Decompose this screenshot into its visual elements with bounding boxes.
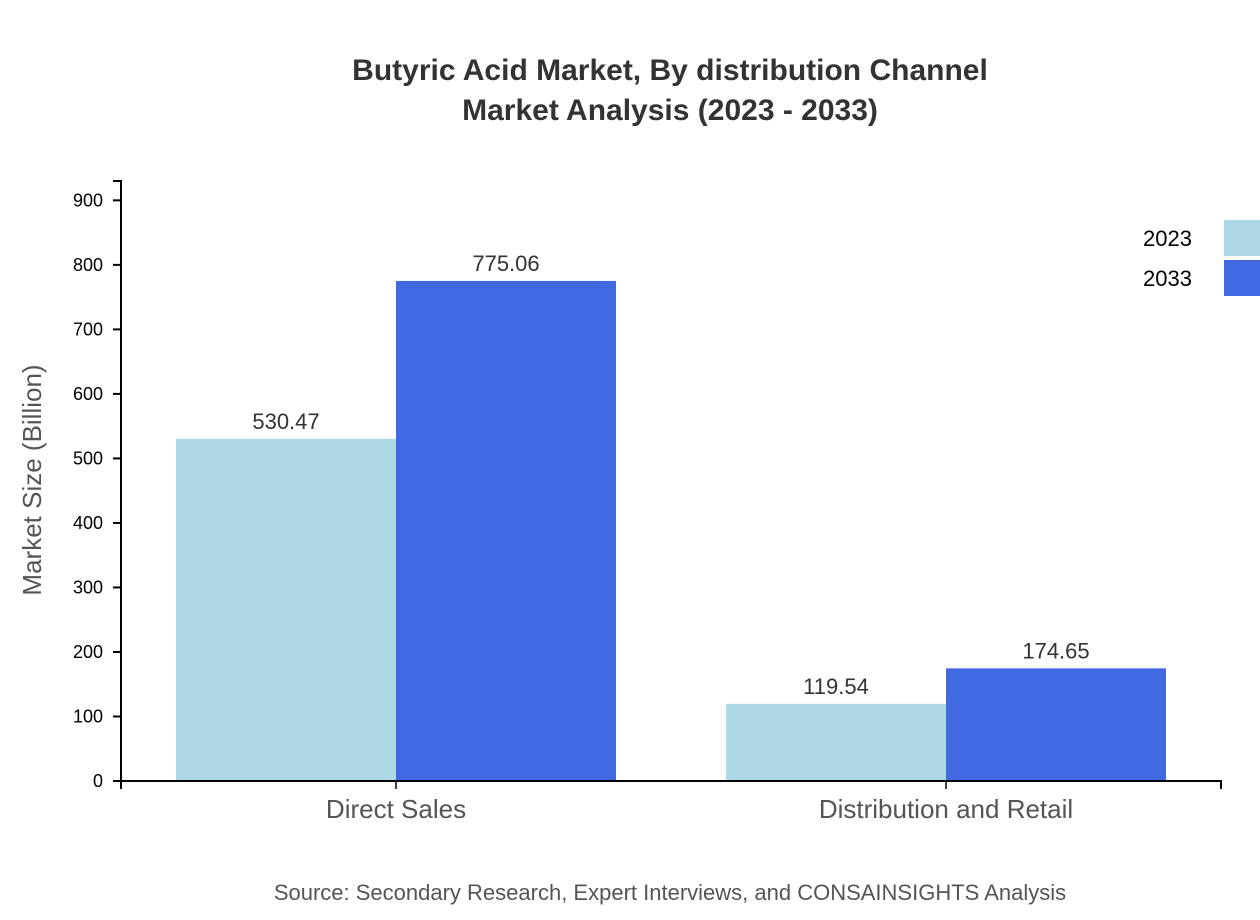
legend-label-2023: 2023 (1143, 226, 1192, 251)
y-tick-label: 900 (73, 190, 103, 210)
y-tick-label: 500 (73, 448, 103, 468)
y-axis-label: Market Size (Billion) (17, 364, 47, 595)
source-note: Source: Secondary Research, Expert Inter… (274, 880, 1066, 905)
y-tick-label: 700 (73, 319, 103, 339)
y-tick-label: 800 (73, 255, 103, 275)
bar-distribution-and-retail-2033 (946, 668, 1166, 781)
chart-title-line-1: Butyric Acid Market, By distribution Cha… (352, 54, 988, 87)
bar-direct-sales-2033 (396, 280, 616, 781)
axes-group: Direct Sales Distribution and Retail 0 100 2… (73, 180, 1222, 824)
data-label: 174.65 (1022, 638, 1089, 663)
y-tick-label: 400 (73, 513, 103, 533)
y-tick-label: 0 (93, 771, 103, 791)
y-axis-line (113, 180, 122, 782)
bar-direct-sales-2023 (176, 438, 396, 781)
data-label: 775.06 (472, 251, 539, 276)
bars-group: 530.47 775.06 119.54 174.65 (176, 251, 1166, 781)
legend-label-2033: 2033 (1143, 266, 1192, 291)
y-tick-label: 600 (73, 384, 103, 404)
x-tick-label: Direct Sales (326, 794, 466, 824)
data-label: 119.54 (803, 674, 869, 699)
legend-swatch-2033 (1224, 260, 1260, 296)
y-tick-label: 200 (73, 642, 103, 662)
bar-distribution-and-retail-2023 (726, 703, 946, 781)
y-tick-label: 300 (73, 577, 103, 597)
legend: 2023 2033 (1143, 220, 1260, 296)
x-tick-label: Distribution and Retail (819, 794, 1073, 824)
y-tick-label: 100 (73, 706, 103, 726)
x-axis-line (120, 780, 1222, 789)
data-label: 530.47 (252, 409, 319, 434)
chart-title-line-2: Market Analysis (2023 - 2033) (462, 94, 878, 127)
legend-swatch-2023 (1224, 220, 1260, 256)
